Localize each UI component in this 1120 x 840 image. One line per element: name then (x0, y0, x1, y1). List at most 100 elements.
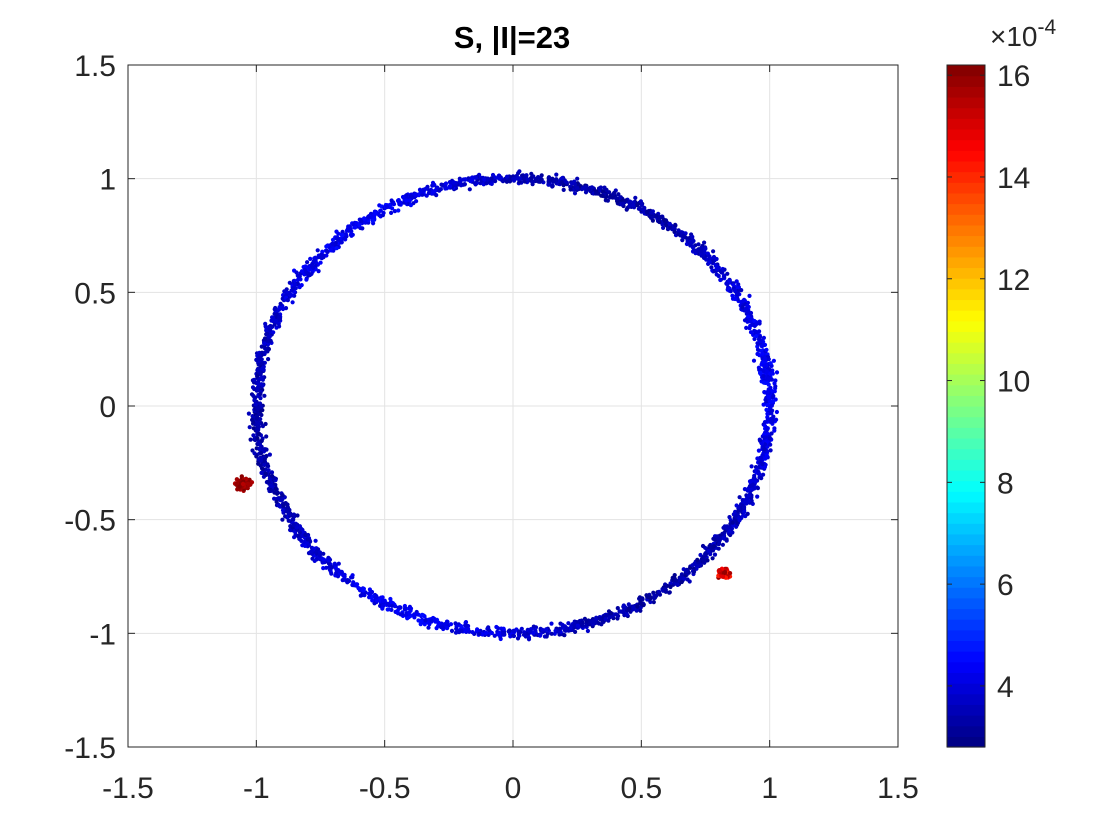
ring-point (539, 177, 544, 182)
ring-point (424, 193, 429, 198)
ring-point (538, 632, 543, 637)
colorbar-segment (947, 160, 985, 173)
ring-point (650, 218, 656, 223)
ring-point (270, 488, 275, 493)
ring-point (494, 624, 499, 630)
ring-point (744, 325, 749, 330)
ring-point (285, 502, 290, 507)
colorbar-segment (947, 523, 985, 535)
ring-point (334, 229, 339, 234)
ring-point (634, 608, 639, 613)
ring-point (258, 458, 263, 463)
ring-point (761, 472, 766, 477)
ring-point (333, 565, 338, 571)
ring-point (526, 637, 532, 642)
ring-point (667, 221, 672, 226)
ring-point (679, 572, 685, 577)
ring-point (399, 612, 404, 617)
ring-point (454, 626, 459, 632)
colorbar-tick-label: 10 (997, 366, 1030, 399)
ring-point (732, 288, 738, 293)
colorbar-segment (947, 661, 985, 674)
ring-point (625, 612, 630, 617)
ring-point (750, 322, 755, 327)
ring-point (774, 409, 780, 415)
ring-point (340, 229, 345, 234)
ring-point (660, 222, 665, 227)
colorbar-segment (947, 310, 985, 322)
ring-point (392, 209, 397, 214)
ring-point (262, 350, 267, 355)
ring-point (262, 393, 267, 398)
ring-point (370, 218, 375, 223)
ring-point (657, 589, 662, 594)
ring-point (771, 358, 777, 363)
ring-point (423, 618, 428, 623)
ring-point (756, 448, 762, 453)
ring-point (638, 608, 643, 613)
ring-point (610, 614, 615, 619)
ring-point (280, 517, 285, 522)
ring-point (291, 522, 296, 528)
ring-point (700, 253, 706, 258)
ring-point (706, 254, 712, 259)
ring-point (755, 486, 761, 491)
ring-point (760, 462, 765, 467)
cluster-point (237, 484, 242, 489)
ring-point (404, 612, 409, 617)
ring-point (749, 498, 754, 503)
ring-point (280, 508, 286, 513)
ring-point (561, 187, 566, 192)
ring-point (292, 282, 298, 287)
ring-point (731, 282, 736, 288)
ring-point (730, 520, 735, 525)
ring-point (335, 237, 341, 242)
ring-point (522, 176, 527, 181)
colorbar-segment (947, 374, 985, 386)
colorbar-ticks: 4 6 8 10 12 14 16 (947, 60, 1030, 704)
ring-point (272, 307, 277, 312)
ring-point (755, 347, 761, 352)
ring-point (774, 370, 780, 375)
ring-point (638, 199, 644, 204)
ring-point (325, 249, 330, 254)
ring-point (667, 590, 672, 595)
ring-point (251, 420, 256, 425)
ring-point (347, 224, 352, 229)
ring-point (321, 557, 326, 562)
y-tick-label: -1.5 (64, 732, 116, 765)
ring-point (492, 633, 497, 638)
ring-point (388, 596, 393, 602)
ring-point (608, 611, 614, 616)
ring-point (653, 593, 659, 599)
ring-point (246, 411, 251, 416)
ring-point (252, 398, 257, 403)
ring-point (696, 242, 701, 247)
ring-point (442, 622, 448, 627)
ring-point (680, 238, 685, 243)
ring-point (744, 306, 749, 311)
ring-point (282, 289, 287, 294)
ring-point (711, 544, 717, 549)
x-axis-ticks: -1.5 -1 -0.5 0 0.5 1 1.5 (102, 65, 919, 805)
ring-point (657, 219, 662, 225)
ring-point (746, 314, 751, 319)
ring-point (316, 269, 321, 274)
cluster-point (240, 481, 246, 487)
ring-point (419, 189, 424, 194)
ring-point (593, 191, 599, 196)
ring-point (699, 249, 704, 254)
ring-point (294, 270, 299, 275)
colorbar-tick-label: 14 (997, 162, 1030, 195)
ring-point (489, 630, 494, 636)
ring-point (511, 176, 516, 181)
ring-point (307, 272, 313, 278)
ring-point (326, 558, 331, 563)
ring-point (756, 471, 761, 476)
ring-point (681, 233, 686, 239)
ring-point (486, 627, 491, 633)
ring-point (568, 626, 573, 631)
ring-point (343, 232, 348, 237)
ring-point (493, 179, 498, 184)
ring-point (711, 536, 716, 541)
